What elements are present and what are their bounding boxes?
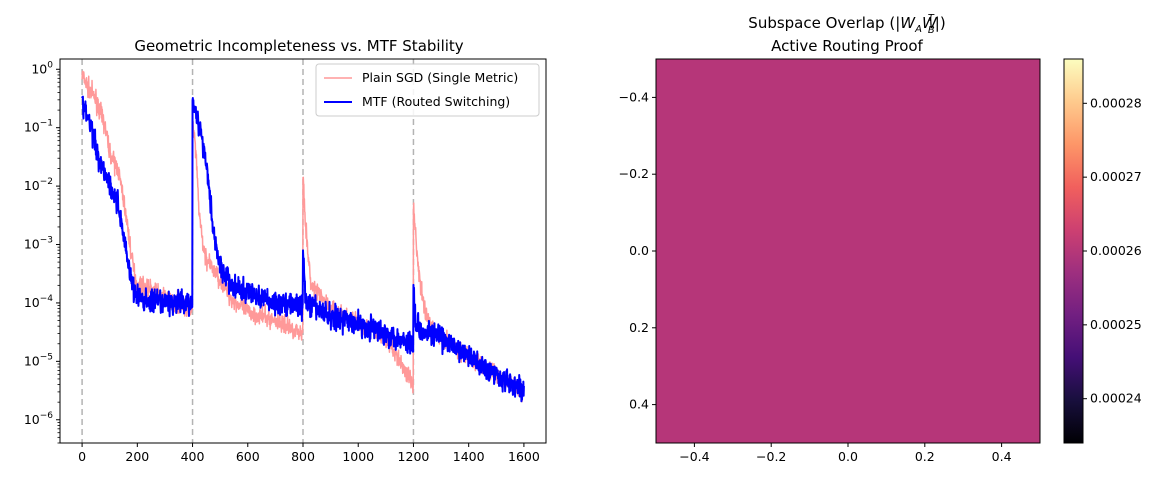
left-x-tick-label: 200 (125, 449, 149, 464)
left-x-tick-label: 1200 (398, 449, 430, 464)
legend: Plain SGD (Single Metric) MTF (Routed Sw… (315, 63, 540, 117)
colorbar-tick-label: 0.00026 (1090, 243, 1142, 258)
right-y-tick-label: 0.4 (629, 397, 649, 412)
right-x-tick-label: −0.2 (756, 449, 786, 464)
right-chart-subtitle: Active Routing Proof (771, 37, 923, 55)
right-x-tick-label: −0.4 (679, 449, 709, 464)
left-x-tick-label: 1600 (508, 449, 540, 464)
left-y-tick-label: 10−2 (24, 177, 53, 193)
legend-box (315, 63, 540, 117)
right-x-tick-label: 0.2 (915, 449, 935, 464)
left-y-tick-label: 10−6 (24, 411, 53, 427)
loss-line-chart: Geometric Incompleteness vs. MTF Stabili… (24, 37, 547, 464)
left-y-tick-label: 100 (31, 60, 53, 76)
colorbar-tick-label: 0.00025 (1090, 317, 1142, 332)
right-chart-title: Subspace Overlap (|WAWT B|) (748, 13, 945, 36)
colorbar-gradient (1064, 59, 1083, 443)
right-y-tick-label: 0.0 (629, 243, 649, 258)
colorbar-tick-label: 0.00027 (1090, 169, 1142, 184)
left-x-tick-label: 800 (291, 449, 315, 464)
left-y-tick-label: 10−5 (24, 352, 53, 368)
heatmap-cell (656, 59, 1040, 443)
right-y-tick-label: −0.4 (619, 89, 649, 104)
left-x-tick-label: 600 (236, 449, 260, 464)
left-x-tick-label: 0 (78, 449, 86, 464)
left-x-tick-label: 400 (181, 449, 205, 464)
left-chart-title: Geometric Incompleteness vs. MTF Stabili… (134, 37, 463, 55)
right-y-tick-label: 0.2 (629, 320, 649, 335)
right-x-tick-label: 0.0 (838, 449, 858, 464)
left-y-tick-label: 10−4 (24, 294, 53, 310)
colorbar-tick-label: 0.00028 (1090, 95, 1142, 110)
left-y-tick-label: 10−1 (24, 119, 53, 135)
subspace-overlap-heatmap: Subspace Overlap (|WAWT B|) Active Routin… (619, 13, 1142, 464)
colorbar-tick-label: 0.00024 (1090, 391, 1142, 406)
left-x-tick-label: 1400 (453, 449, 485, 464)
left-x-tick-label: 1000 (342, 449, 374, 464)
colorbar: 0.00024 0.00025 0.00026 0.00027 0.00028 (1063, 58, 1142, 444)
legend-label-mtf: MTF (Routed Switching) (362, 94, 510, 109)
legend-label-plain-sgd: Plain SGD (Single Metric) (362, 70, 518, 85)
right-x-tick-label: 0.4 (992, 449, 1012, 464)
left-y-tick-label: 10−3 (24, 236, 53, 252)
right-y-tick-label: −0.2 (619, 166, 649, 181)
series-line-mtf (81, 95, 525, 403)
